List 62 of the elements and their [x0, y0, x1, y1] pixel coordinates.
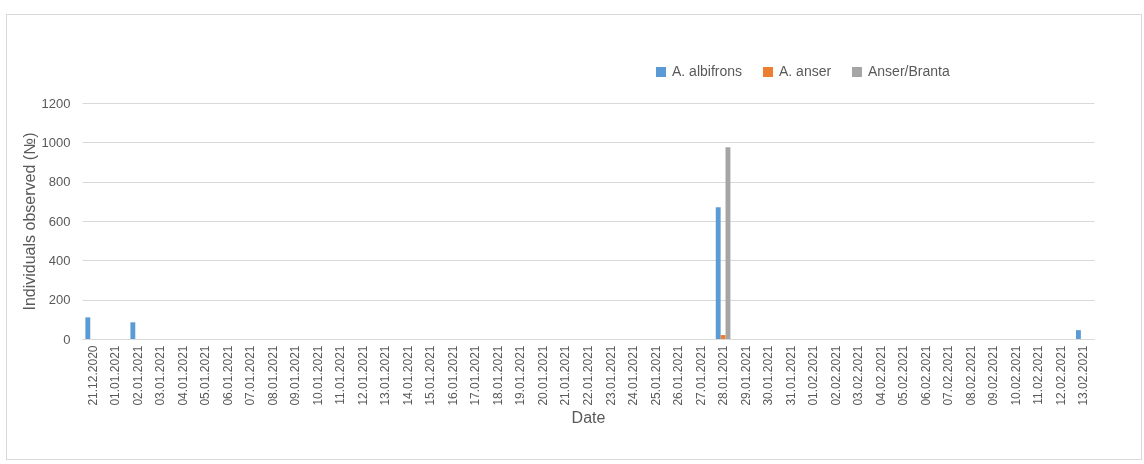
x-tick-label: 22.01.2021: [581, 345, 595, 406]
x-tick-label: 15.01.2021: [423, 345, 438, 406]
x-tick-label: 18.01.2021: [490, 345, 505, 406]
x-tick-label: 11.01.2021: [333, 345, 348, 405]
y-tick-label: 400: [48, 252, 71, 268]
x-tick-label: 28.01.2021: [716, 345, 731, 406]
x-tick-label: 04.01.2021: [175, 345, 190, 406]
x-tick-label: 19.01.2021: [513, 345, 528, 406]
bar: [130, 322, 136, 339]
y-tick-label: 0: [63, 331, 71, 347]
x-tick-label: 12.01.2021: [355, 345, 370, 406]
bar: [85, 317, 91, 339]
x-tick-label: 25.01.2021: [648, 345, 663, 406]
x-tick-label: 16.01.2021: [445, 345, 460, 406]
x-tick-label: 09.01.2021: [288, 345, 303, 406]
x-tick-label: 07.02.2021: [941, 345, 956, 406]
x-tick-label: 26.01.2021: [671, 345, 686, 406]
legend-label: Anser/Branta: [868, 63, 950, 79]
x-tick-label: 17.01.2021: [468, 345, 483, 406]
x-axis-title: Date: [571, 408, 606, 426]
y-tick-label: 1200: [41, 95, 71, 111]
x-tick-label: 31.01.2021: [783, 345, 798, 406]
y-tick-label: 800: [48, 174, 71, 190]
x-tick-label: 20.01.2021: [535, 345, 550, 406]
x-tick-label: 23.01.2021: [603, 345, 618, 406]
x-tick-label: 04.02.2021: [873, 345, 888, 406]
x-tick-label: 07.01.2021: [243, 345, 258, 406]
x-tick-label: 09.02.2021: [986, 345, 1001, 406]
x-tick-label: 21.12.2020: [85, 345, 100, 406]
x-tick-label: 03.02.2021: [851, 345, 866, 406]
x-tick-label: 21.01.2021: [558, 345, 573, 406]
x-tick-label: 08.01.2021: [265, 345, 280, 406]
x-tick-label: 05.02.2021: [896, 345, 911, 406]
y-axis-title: Individuals observed (№): [20, 132, 38, 311]
x-tick-label: 06.02.2021: [918, 345, 933, 406]
x-tick-label: 01.01.2021: [108, 345, 123, 406]
x-tick-label: 13.01.2021: [378, 345, 393, 406]
y-tick-label: 200: [48, 292, 71, 308]
x-tick-label: 10.02.2021: [1008, 345, 1023, 406]
x-tick-label: 08.02.2021: [963, 345, 978, 406]
bar: [720, 335, 726, 339]
legend-label: A. albifrons: [672, 63, 743, 79]
bar: [715, 207, 721, 339]
x-tick-label: 27.01.2021: [693, 345, 708, 406]
x-tick-label: 12.02.2021: [1053, 345, 1068, 406]
y-tick-label: 600: [48, 213, 71, 229]
x-tick-label: 03.01.2021: [153, 345, 168, 406]
x-tick-label: 30.01.2021: [761, 345, 776, 406]
x-tick-label: 11.02.2021: [1031, 345, 1046, 405]
x-tick-label: 13.02.2021: [1076, 345, 1091, 406]
legend-label: A. anser: [779, 63, 832, 79]
x-tick-label: 14.01.2021: [400, 345, 415, 406]
x-tick-label: 06.01.2021: [220, 345, 235, 406]
y-tick-label: 1000: [41, 134, 71, 150]
bar: [1075, 330, 1081, 339]
x-tick-label: 02.01.2021: [130, 345, 145, 406]
x-tick-label: 01.02.2021: [806, 345, 821, 406]
x-tick-label: 02.02.2021: [828, 345, 843, 406]
x-tick-label: 10.01.2021: [310, 345, 325, 406]
x-tick-label: 24.01.2021: [626, 345, 641, 406]
x-tick-label: 05.01.2021: [198, 345, 213, 406]
x-tick-label: 29.01.2021: [738, 345, 753, 406]
